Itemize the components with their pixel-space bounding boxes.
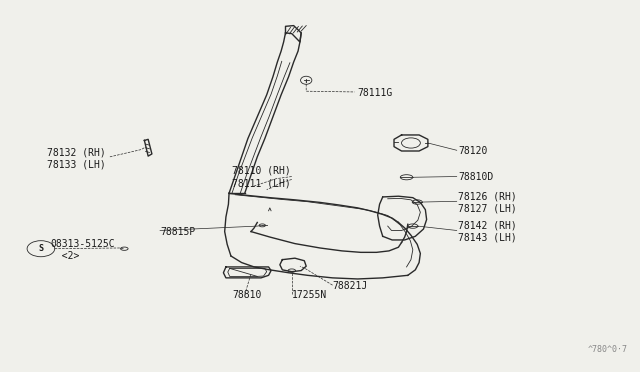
Text: 78821J: 78821J <box>333 281 368 291</box>
Text: 78810: 78810 <box>232 291 262 300</box>
Text: 08313-5125C
  <2>: 08313-5125C <2> <box>51 238 115 261</box>
Text: 78110 (RH)
78111 (LH): 78110 (RH) 78111 (LH) <box>232 166 291 188</box>
Text: 78111G: 78111G <box>358 88 393 98</box>
Text: 78120: 78120 <box>458 146 487 156</box>
Text: 78810D: 78810D <box>458 172 493 182</box>
Text: S: S <box>38 244 44 253</box>
Text: 78132 (RH)
78133 (LH): 78132 (RH) 78133 (LH) <box>47 147 106 170</box>
Text: 78815P: 78815P <box>160 227 195 237</box>
Text: 17255N: 17255N <box>292 291 327 300</box>
Text: 78126 (RH)
78127 (LH): 78126 (RH) 78127 (LH) <box>458 191 516 214</box>
Text: 78142 (RH)
78143 (LH): 78142 (RH) 78143 (LH) <box>458 220 516 243</box>
Text: ^780^0·7: ^780^0·7 <box>588 345 627 354</box>
